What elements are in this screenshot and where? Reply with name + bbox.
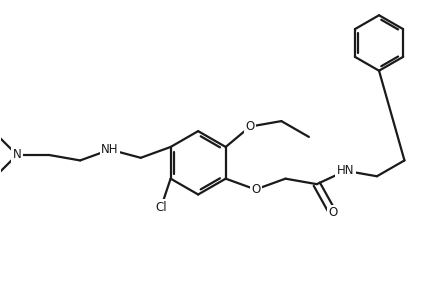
Text: O: O: [245, 120, 255, 133]
Text: O: O: [328, 206, 337, 219]
Text: N: N: [12, 148, 21, 162]
Text: NH: NH: [101, 143, 119, 156]
Text: HN: HN: [337, 164, 355, 177]
Text: Cl: Cl: [155, 201, 167, 214]
Text: O: O: [251, 183, 260, 196]
